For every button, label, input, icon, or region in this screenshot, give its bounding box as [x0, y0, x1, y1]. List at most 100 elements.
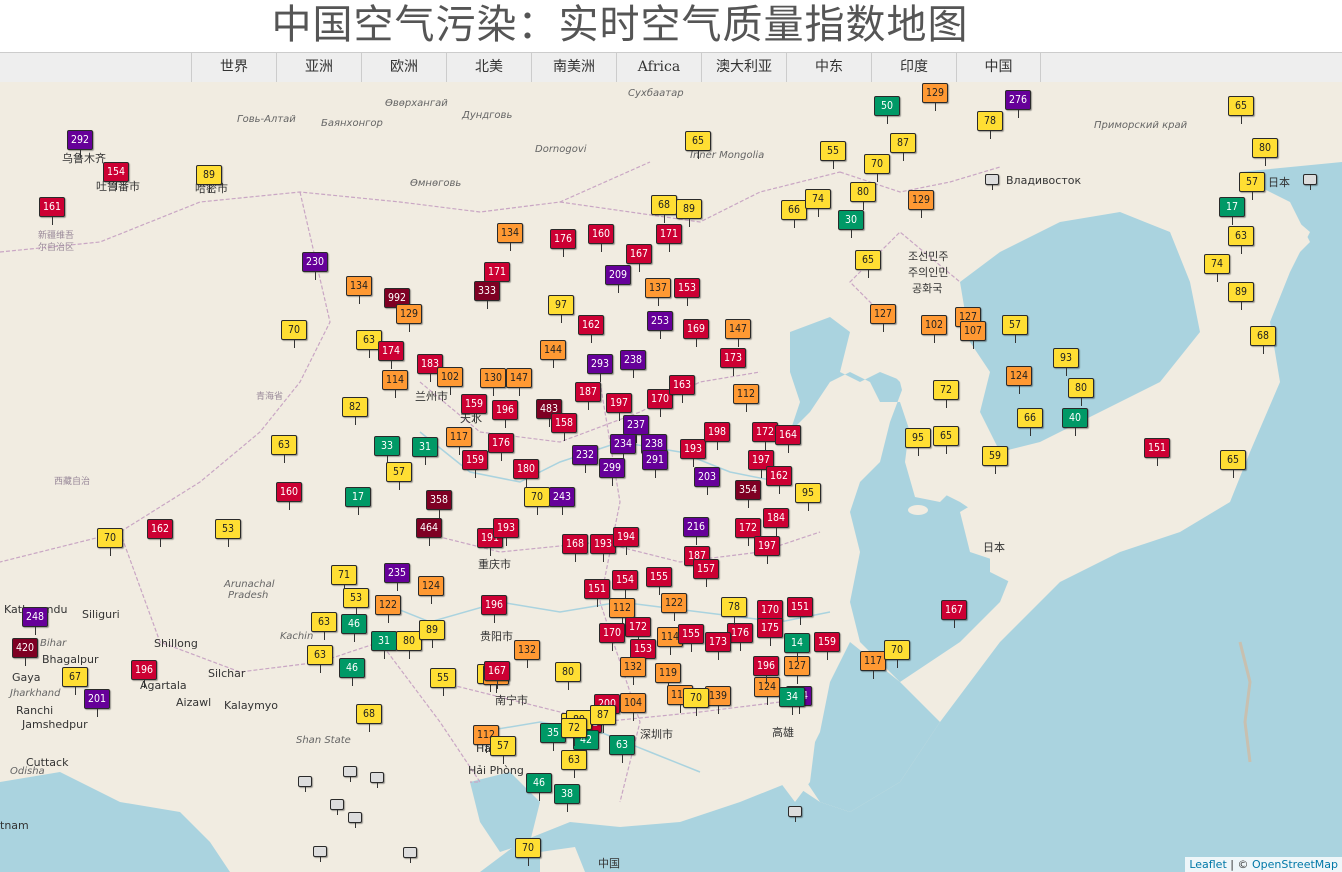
aqi-station-marker[interactable]: 63: [307, 645, 333, 673]
aqi-station-marker[interactable]: 70: [515, 838, 541, 866]
aqi-station-marker[interactable]: 160: [276, 482, 302, 510]
aqi-station-marker[interactable]: 174: [378, 341, 404, 369]
aqi-station-marker[interactable]: 55: [430, 668, 456, 696]
nav-item-south-america[interactable]: 南美洲: [531, 53, 616, 82]
aqi-station-marker[interactable]: 80: [396, 631, 422, 659]
aqi-station-marker[interactable]: 237: [623, 415, 649, 443]
aqi-station-marker[interactable]: 107: [960, 321, 986, 349]
aqi-station-marker[interactable]: 158: [551, 413, 577, 441]
aqi-station-marker[interactable]: 65: [1228, 96, 1254, 124]
aqi-station-marker[interactable]: 234: [610, 434, 636, 462]
aqi-station-marker[interactable]: 53: [343, 588, 369, 616]
aqi-station-marker[interactable]: 70: [97, 528, 123, 556]
aqi-station-marker[interactable]: 70: [864, 154, 890, 182]
aqi-station-marker[interactable]: 70: [683, 688, 709, 716]
aqi-station-marker[interactable]: 68: [651, 195, 677, 223]
aqi-station-marker-nodata[interactable]: [1303, 174, 1317, 190]
aqi-station-marker[interactable]: 134: [346, 276, 372, 304]
aqi-station-marker[interactable]: 162: [147, 519, 173, 547]
aqi-station-marker[interactable]: 55: [820, 141, 846, 169]
aqi-station-marker[interactable]: 157: [693, 559, 719, 587]
aqi-station-marker[interactable]: 70: [524, 487, 550, 515]
aqi-station-marker[interactable]: 124: [754, 677, 780, 705]
aqi-station-marker[interactable]: 183: [417, 354, 443, 382]
leaflet-link[interactable]: Leaflet: [1189, 858, 1227, 871]
aqi-station-marker-nodata[interactable]: [330, 799, 344, 815]
aqi-station-marker[interactable]: 153: [630, 639, 656, 667]
aqi-station-marker[interactable]: 209: [605, 265, 631, 293]
aqi-station-marker[interactable]: 14: [784, 633, 810, 661]
aqi-station-marker-nodata[interactable]: [313, 846, 327, 862]
nav-item-africa[interactable]: Africa: [616, 53, 701, 82]
aqi-station-marker[interactable]: 173: [705, 632, 731, 660]
aqi-station-marker[interactable]: 162: [578, 315, 604, 343]
aqi-station-marker[interactable]: 65: [685, 131, 711, 159]
aqi-station-marker[interactable]: 144: [540, 340, 566, 368]
aqi-station-marker[interactable]: 197: [748, 450, 774, 478]
aqi-station-marker[interactable]: 74: [805, 189, 831, 217]
aqi-station-marker[interactable]: 196: [753, 656, 779, 684]
aqi-station-marker[interactable]: 130: [480, 368, 506, 396]
aqi-station-marker[interactable]: 129: [396, 304, 422, 332]
nav-item-north-america[interactable]: 北美: [446, 53, 531, 82]
aqi-station-marker[interactable]: 33: [374, 436, 400, 464]
aqi-station-marker-nodata[interactable]: [403, 847, 417, 863]
aqi-station-marker[interactable]: 167: [626, 244, 652, 272]
aqi-station-marker[interactable]: 67: [62, 667, 88, 695]
aqi-station-marker[interactable]: 63: [609, 735, 635, 763]
aqi-station-marker[interactable]: 163: [669, 375, 695, 403]
aqi-station-marker[interactable]: 230: [302, 252, 328, 280]
aqi-station-marker[interactable]: 159: [814, 632, 840, 660]
aqi-station-marker[interactable]: 216: [683, 517, 709, 545]
aqi-station-marker[interactable]: 80: [1252, 138, 1278, 166]
aqi-station-marker-nodata[interactable]: [788, 806, 802, 822]
aqi-station-marker[interactable]: 193: [493, 518, 519, 546]
aqi-station-marker[interactable]: 89: [196, 165, 222, 193]
aqi-station-marker[interactable]: 63: [356, 330, 382, 358]
aqi-station-marker[interactable]: 53: [215, 519, 241, 547]
aqi-station-marker[interactable]: 117: [860, 651, 886, 679]
aqi-station-marker[interactable]: 71: [331, 565, 357, 593]
aqi-station-marker[interactable]: 119: [655, 663, 681, 691]
aqi-station-marker[interactable]: 95: [795, 483, 821, 511]
aqi-station-marker[interactable]: 78: [977, 111, 1003, 139]
aqi-station-marker[interactable]: 248: [22, 607, 48, 635]
aqi-station-marker[interactable]: 162: [766, 466, 792, 494]
aqi-station-marker[interactable]: 38: [554, 784, 580, 812]
aqi-station-marker[interactable]: 68: [356, 704, 382, 732]
aqi-station-marker[interactable]: 155: [678, 624, 704, 652]
aqi-station-marker[interactable]: 196: [492, 400, 518, 428]
aqi-station-marker[interactable]: 151: [1144, 438, 1170, 466]
aqi-station-marker-nodata[interactable]: [348, 812, 362, 828]
aqi-station-marker-nodata[interactable]: [298, 776, 312, 792]
aqi-station-marker[interactable]: 63: [1228, 226, 1254, 254]
aqi-station-marker[interactable]: 420: [12, 638, 38, 666]
aqi-station-marker[interactable]: 176: [488, 433, 514, 461]
aqi-station-marker[interactable]: 57: [490, 736, 516, 764]
aqi-station-marker[interactable]: 173: [720, 348, 746, 376]
aqi-station-marker[interactable]: 198: [704, 422, 730, 450]
aqi-station-marker[interactable]: 276: [1005, 90, 1031, 118]
aqi-station-marker[interactable]: 358: [426, 490, 452, 518]
aqi-station-marker[interactable]: 31: [412, 437, 438, 465]
aqi-station-marker[interactable]: 203: [694, 467, 720, 495]
aqi-station-marker[interactable]: 63: [561, 750, 587, 778]
aqi-station-marker[interactable]: 292: [67, 130, 93, 158]
aqi-station-marker[interactable]: 87: [590, 705, 616, 733]
aqi-station-marker[interactable]: 147: [506, 368, 532, 396]
aqi-station-marker[interactable]: 72: [933, 380, 959, 408]
nav-item-australia[interactable]: 澳大利亚: [701, 53, 786, 82]
aqi-station-marker[interactable]: 35: [540, 723, 566, 751]
aqi-station-marker[interactable]: 253: [647, 311, 673, 339]
aqi-station-marker[interactable]: 159: [462, 450, 488, 478]
aqi-station-marker[interactable]: 66: [1017, 408, 1043, 436]
aqi-station-marker[interactable]: 196: [131, 660, 157, 688]
aqi-station-marker[interactable]: 175: [757, 618, 783, 646]
osm-link[interactable]: OpenStreetMap: [1251, 858, 1338, 871]
aqi-station-marker[interactable]: 134: [497, 223, 523, 251]
aqi-station-marker[interactable]: 161: [39, 197, 65, 225]
aqi-station-marker[interactable]: 34: [779, 687, 805, 715]
aqi-station-marker[interactable]: 172: [625, 617, 651, 645]
aqi-station-marker[interactable]: 154: [612, 570, 638, 598]
aqi-station-marker[interactable]: 66: [781, 200, 807, 228]
